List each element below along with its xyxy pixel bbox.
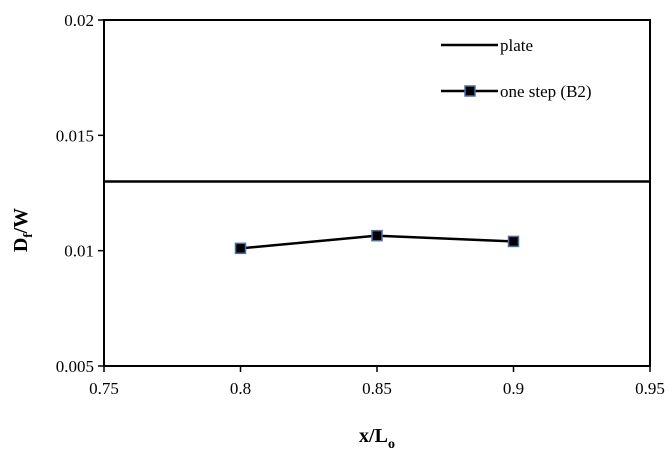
y-tick-label: 0.02 bbox=[64, 11, 94, 30]
x-tick-label: 0.75 bbox=[89, 379, 119, 398]
y-tick-label: 0.005 bbox=[56, 357, 94, 376]
y-axis-title: Df/W bbox=[10, 208, 35, 252]
data-point-one-step-b2 bbox=[236, 243, 246, 253]
y-axis-ticks: 0.005 0.01 0.015 0.02 bbox=[56, 11, 104, 376]
y-axis-title-tail: /W bbox=[10, 208, 32, 235]
legend-label-one-step-b2: one step (B2) bbox=[500, 82, 592, 101]
legend-marker-one-step-b2 bbox=[465, 86, 475, 96]
x-tick-label: 0.95 bbox=[635, 379, 665, 398]
series-layer bbox=[104, 181, 650, 253]
x-axis-title: x/Lo bbox=[359, 425, 395, 450]
x-tick-label: 0.85 bbox=[362, 379, 392, 398]
x-axis-title-main: x/L bbox=[359, 425, 388, 447]
plot-area-frame bbox=[104, 20, 650, 366]
x-tick-label: 0.9 bbox=[503, 379, 524, 398]
legend-label-plate: plate bbox=[500, 36, 533, 55]
y-tick-label: 0.015 bbox=[56, 126, 94, 145]
y-axis-title-main: D bbox=[10, 238, 32, 252]
x-axis-ticks: 0.75 0.8 0.85 0.9 0.95 bbox=[89, 366, 665, 398]
x-tick-label: 0.8 bbox=[230, 379, 251, 398]
y-tick-label: 0.01 bbox=[64, 242, 94, 261]
legend: plate one step (B2) bbox=[441, 36, 592, 101]
data-point-one-step-b2 bbox=[372, 231, 382, 241]
x-axis-title-subscript: o bbox=[388, 437, 395, 450]
data-point-one-step-b2 bbox=[509, 236, 519, 246]
